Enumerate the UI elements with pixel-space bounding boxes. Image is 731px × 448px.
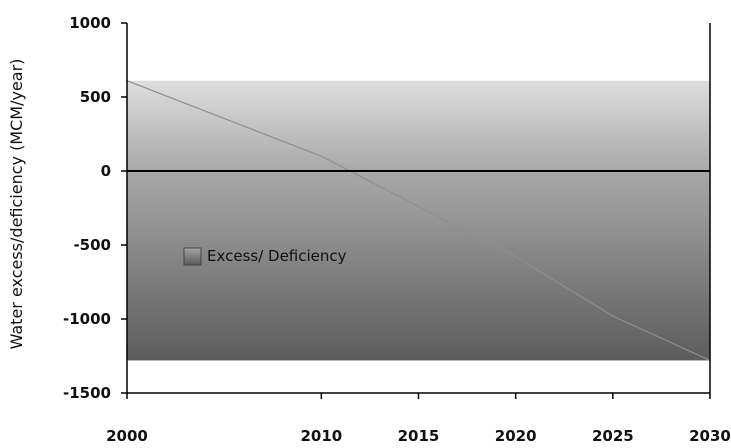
data-point xyxy=(417,205,420,208)
x-tick-label: 2020 xyxy=(495,427,537,444)
y-tick-label: 0 xyxy=(101,162,111,180)
x-tick-label: 2015 xyxy=(398,427,440,444)
series-line-excess-deficiency xyxy=(126,80,711,361)
axes: 1000 500 0 -500 -1000 -1500 2000 2010 2015 2020 20… xyxy=(63,14,731,445)
area-band xyxy=(127,80,710,361)
y-tick-label: 1000 xyxy=(69,14,111,32)
y-tick-label: 500 xyxy=(80,88,111,106)
data-point xyxy=(612,315,614,317)
y-tick-label: -1000 xyxy=(63,310,111,328)
legend-label: Excess/ Deficiency xyxy=(207,247,347,265)
legend-swatch xyxy=(183,247,202,266)
x-tick-label: 2030 xyxy=(689,427,731,444)
data-point xyxy=(320,155,323,157)
plot-area xyxy=(126,79,711,362)
data-point xyxy=(514,256,517,258)
x-tick-label: 2025 xyxy=(592,427,634,444)
x-tick-label: 2010 xyxy=(300,427,342,444)
y-tick-label: -500 xyxy=(73,236,111,254)
y-tick-label: -1500 xyxy=(63,384,111,402)
x-tick-label: 2000 xyxy=(106,427,148,444)
legend: Excess/ Deficiency xyxy=(183,247,347,266)
y-axis-title: Water excess/deficiency (MCM/year) xyxy=(7,59,26,350)
